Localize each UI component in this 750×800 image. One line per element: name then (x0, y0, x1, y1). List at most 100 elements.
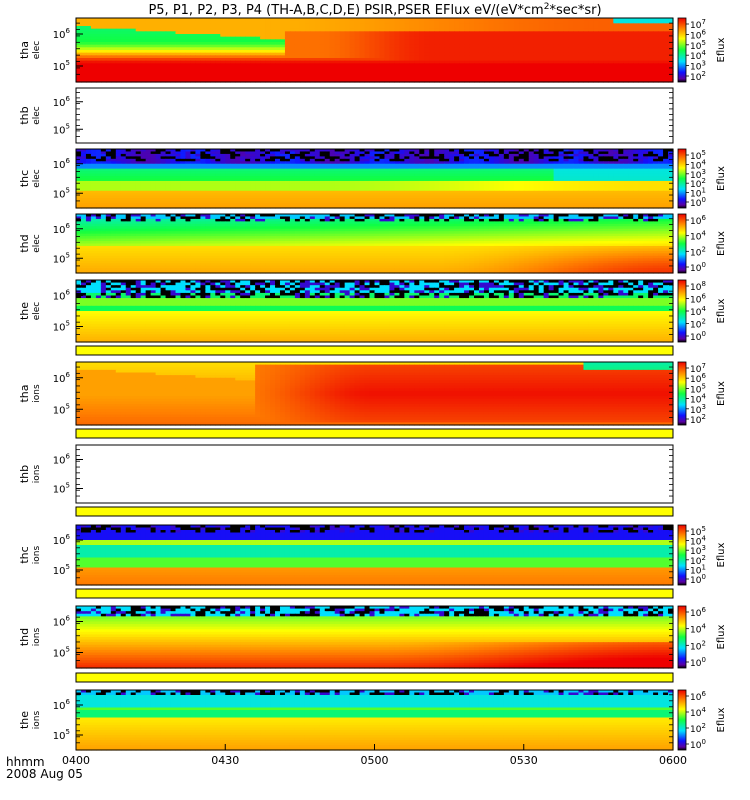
heatmap-cell (85, 28, 92, 32)
heatmap-cell (110, 151, 117, 155)
heatmap-cell (503, 156, 510, 160)
heatmap-cell (623, 76, 629, 80)
heatmap-cell (379, 63, 386, 67)
heatmap-cell (140, 71, 147, 75)
heatmap-cell (220, 20, 226, 24)
heatmap-cell (205, 153, 211, 157)
heatmap-cell (80, 44, 87, 48)
heatmap-cell (225, 20, 231, 24)
heatmap-cell (205, 34, 211, 38)
heatmap-cell (185, 79, 192, 83)
heatmap-cell (583, 18, 590, 22)
heatmap-cell (399, 23, 405, 27)
heatmap-cell (464, 47, 470, 51)
heatmap-cell (299, 31, 306, 35)
heatmap-cell (528, 20, 535, 24)
heatmap-cell (279, 158, 286, 162)
heatmap-cell (528, 71, 535, 75)
heatmap-cell (469, 20, 475, 24)
heatmap-cell (90, 55, 97, 59)
heatmap-cell (613, 42, 619, 46)
heatmap-cell (294, 76, 301, 80)
heatmap-cell (608, 79, 614, 83)
heatmap-cell (424, 151, 430, 155)
heatmap-cell (190, 55, 196, 59)
heatmap-cell (160, 28, 167, 32)
heatmap-cell (399, 151, 405, 155)
heatmap-cell (354, 23, 361, 27)
heatmap-cell (593, 79, 599, 83)
heatmap-cell (240, 23, 246, 27)
heatmap-cell (190, 149, 196, 153)
heatmap-cell (478, 156, 485, 160)
heatmap-cell (309, 63, 316, 67)
heatmap-cell (488, 31, 495, 35)
heatmap-cell (95, 20, 102, 24)
heatmap-cell (394, 26, 400, 30)
heatmap-cell (588, 79, 594, 83)
heatmap-cell (498, 36, 505, 40)
heatmap-cell (429, 39, 435, 43)
heatmap-cell (424, 26, 430, 30)
heatmap-cell (334, 47, 341, 51)
heatmap-cell (180, 58, 187, 62)
heatmap-cell (76, 31, 82, 35)
heatmap-cell (170, 23, 177, 27)
heatmap-cell (349, 23, 356, 27)
heatmap-cell (434, 55, 440, 59)
heatmap-cell (175, 34, 182, 38)
heatmap-cell (578, 66, 585, 70)
heatmap-cell (309, 156, 316, 160)
heatmap-cell (110, 158, 117, 162)
heatmap-cell (643, 71, 649, 75)
heatmap-cell (130, 55, 137, 59)
heatmap-cell (140, 149, 147, 153)
heatmap-cell (364, 66, 371, 70)
heatmap-cell (175, 158, 182, 162)
heatmap-cell (105, 71, 112, 75)
heatmap-cell (354, 34, 361, 38)
heatmap-cell (394, 18, 400, 22)
heatmap-cell (349, 76, 356, 80)
heatmap-cell (573, 26, 580, 30)
heatmap-cell (658, 20, 664, 24)
heatmap-cell (409, 36, 415, 40)
heatmap-cell (165, 161, 172, 165)
heatmap-cell (344, 151, 351, 155)
heatmap-cell (255, 47, 261, 51)
heatmap-cell (459, 63, 465, 67)
heatmap-cell (444, 23, 450, 27)
heatmap-cell (344, 158, 351, 162)
heatmap-cell (270, 156, 276, 160)
heatmap-cell (538, 76, 545, 80)
heatmap-cell (284, 58, 291, 62)
heatmap-cell (474, 36, 480, 40)
heatmap-cell (150, 153, 157, 157)
heatmap-cell (155, 31, 162, 35)
heatmap-cell (299, 44, 306, 48)
heatmap-cell (419, 47, 425, 51)
heatmap-cell (439, 42, 445, 46)
heatmap-cell (120, 156, 127, 160)
heatmap-cell (653, 74, 659, 78)
heatmap-cell (503, 20, 510, 24)
heatmap-cell (205, 36, 211, 40)
heatmap-cell (459, 23, 465, 27)
heatmap-cell (633, 36, 639, 40)
heatmap-cell (444, 76, 450, 80)
heatmap-cell (638, 23, 644, 27)
heatmap-cell (598, 66, 604, 70)
heatmap-cell (314, 58, 321, 62)
heatmap-cell (588, 50, 594, 54)
heatmap-cell (135, 76, 142, 80)
heatmap-cell (105, 50, 112, 54)
heatmap-cell (304, 76, 311, 80)
heatmap-cell (160, 74, 167, 78)
heatmap-cell (230, 153, 236, 157)
heatmap-cell (210, 44, 216, 48)
heatmap-cell (175, 20, 182, 24)
heatmap-cell (150, 31, 157, 35)
heatmap-cell (130, 63, 137, 67)
heatmap-cell (389, 20, 395, 24)
heatmap-cell (658, 79, 664, 83)
